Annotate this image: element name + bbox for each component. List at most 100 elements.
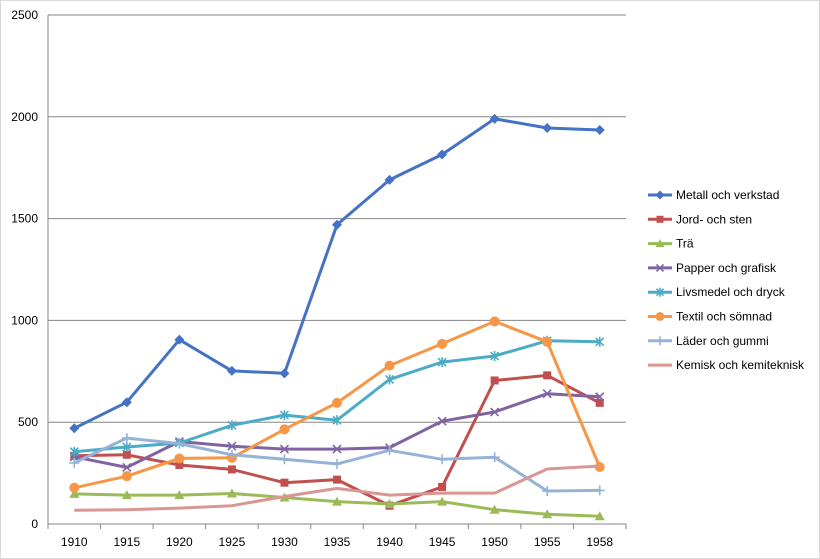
x-tick-label: 1950 (481, 535, 508, 549)
data-point (542, 509, 553, 519)
legend-item: Livsmedel och dryck (648, 285, 786, 299)
data-point (227, 420, 237, 431)
x-tick-label: 1958 (586, 535, 613, 549)
data-point (121, 490, 132, 500)
data-point (655, 336, 665, 346)
data-point (489, 113, 500, 124)
data-point (122, 462, 132, 472)
data-point (384, 360, 395, 371)
legend-item: Papper och grafisk (648, 261, 777, 275)
x-tick-label: 1945 (429, 535, 456, 549)
x-tick-label: 1935 (324, 535, 351, 549)
series-4 (69, 335, 605, 457)
x-tick-label: 1955 (534, 535, 561, 549)
legend-label: Jord- och sten (676, 212, 752, 226)
data-point (437, 357, 447, 368)
data-point (542, 122, 553, 133)
y-tick-label: 2500 (11, 8, 38, 22)
series-lines (69, 113, 605, 521)
data-point (542, 486, 553, 497)
data-point (437, 496, 448, 506)
legend-label: Trä (676, 237, 694, 251)
data-point (121, 471, 132, 482)
data-point (174, 438, 185, 449)
data-point (490, 407, 500, 417)
y-tick-label: 0 (31, 517, 38, 531)
data-point (332, 397, 342, 408)
legend-label: Metall och verkstad (676, 188, 779, 202)
series-2 (69, 488, 605, 521)
data-point (384, 374, 395, 385)
data-point (279, 444, 290, 454)
data-point (69, 423, 80, 434)
data-point (655, 190, 665, 200)
legend-item: Kemisk och kemiteknisk (648, 358, 805, 372)
legend-item: Jord- och sten (648, 212, 752, 226)
data-point (279, 410, 290, 421)
y-axis: 0 500 1000 1500 2000 2500 (11, 8, 49, 531)
data-point (384, 445, 395, 456)
legend: Metall och verkstad Jord- och sten Trä Papp… (648, 188, 805, 372)
data-point (595, 392, 605, 402)
data-point (332, 219, 342, 230)
data-point (174, 334, 185, 345)
legend-item: Trä (648, 237, 694, 251)
data-point (489, 452, 500, 463)
series-7 (74, 464, 600, 512)
data-point (69, 482, 80, 493)
series-line (73, 117, 600, 430)
data-point (227, 465, 236, 474)
data-point (121, 433, 132, 444)
x-tick-label: 1910 (61, 535, 88, 549)
data-point (332, 496, 342, 506)
data-point (542, 336, 553, 347)
data-point (279, 424, 290, 435)
data-point (174, 490, 185, 500)
x-tick-label: 1930 (271, 535, 298, 549)
data-point (490, 351, 500, 362)
grid-lines (48, 14, 626, 423)
legend-label: Läder och gummi (676, 334, 769, 348)
data-point (333, 475, 341, 484)
x-tick-label: 1915 (113, 535, 140, 549)
data-point (542, 389, 552, 399)
data-point (69, 488, 80, 498)
x-tick-label: 1920 (166, 535, 193, 549)
x-tick-label: 1940 (376, 535, 403, 549)
series-line (74, 339, 600, 454)
y-tick-label: 1000 (11, 313, 38, 327)
data-point (279, 454, 290, 465)
data-point (69, 457, 80, 468)
legend-label: Papper och grafisk (676, 261, 777, 275)
data-point (122, 450, 131, 459)
legend-item: Läder och gummi (648, 334, 769, 348)
data-point (122, 442, 132, 453)
data-point (332, 458, 342, 469)
data-point (226, 449, 237, 460)
data-point (226, 488, 237, 498)
y-tick-label: 500 (18, 415, 38, 429)
data-point (594, 125, 605, 136)
data-point (332, 415, 342, 426)
data-point (332, 444, 342, 454)
data-point (437, 416, 447, 426)
x-tick-label: 1925 (219, 535, 246, 549)
data-point (175, 460, 184, 469)
series-3 (69, 389, 605, 472)
data-point (174, 453, 185, 464)
legend-item: Metall och verkstad (648, 188, 779, 202)
data-point (384, 499, 395, 509)
data-point (437, 454, 448, 465)
data-point (595, 398, 604, 407)
data-point (655, 287, 665, 297)
x-axis: 1910 1915 1920 1925 1930 1935 1940 1945 1950 1955… (47, 523, 627, 549)
data-point (594, 511, 605, 521)
legend-label: Livsmedel och dryck (676, 285, 786, 299)
data-point (437, 149, 448, 160)
data-point (655, 239, 665, 248)
data-point (595, 336, 605, 347)
data-point (121, 397, 132, 408)
legend-label: Textil och sömnad (676, 310, 772, 324)
data-point (594, 485, 605, 496)
